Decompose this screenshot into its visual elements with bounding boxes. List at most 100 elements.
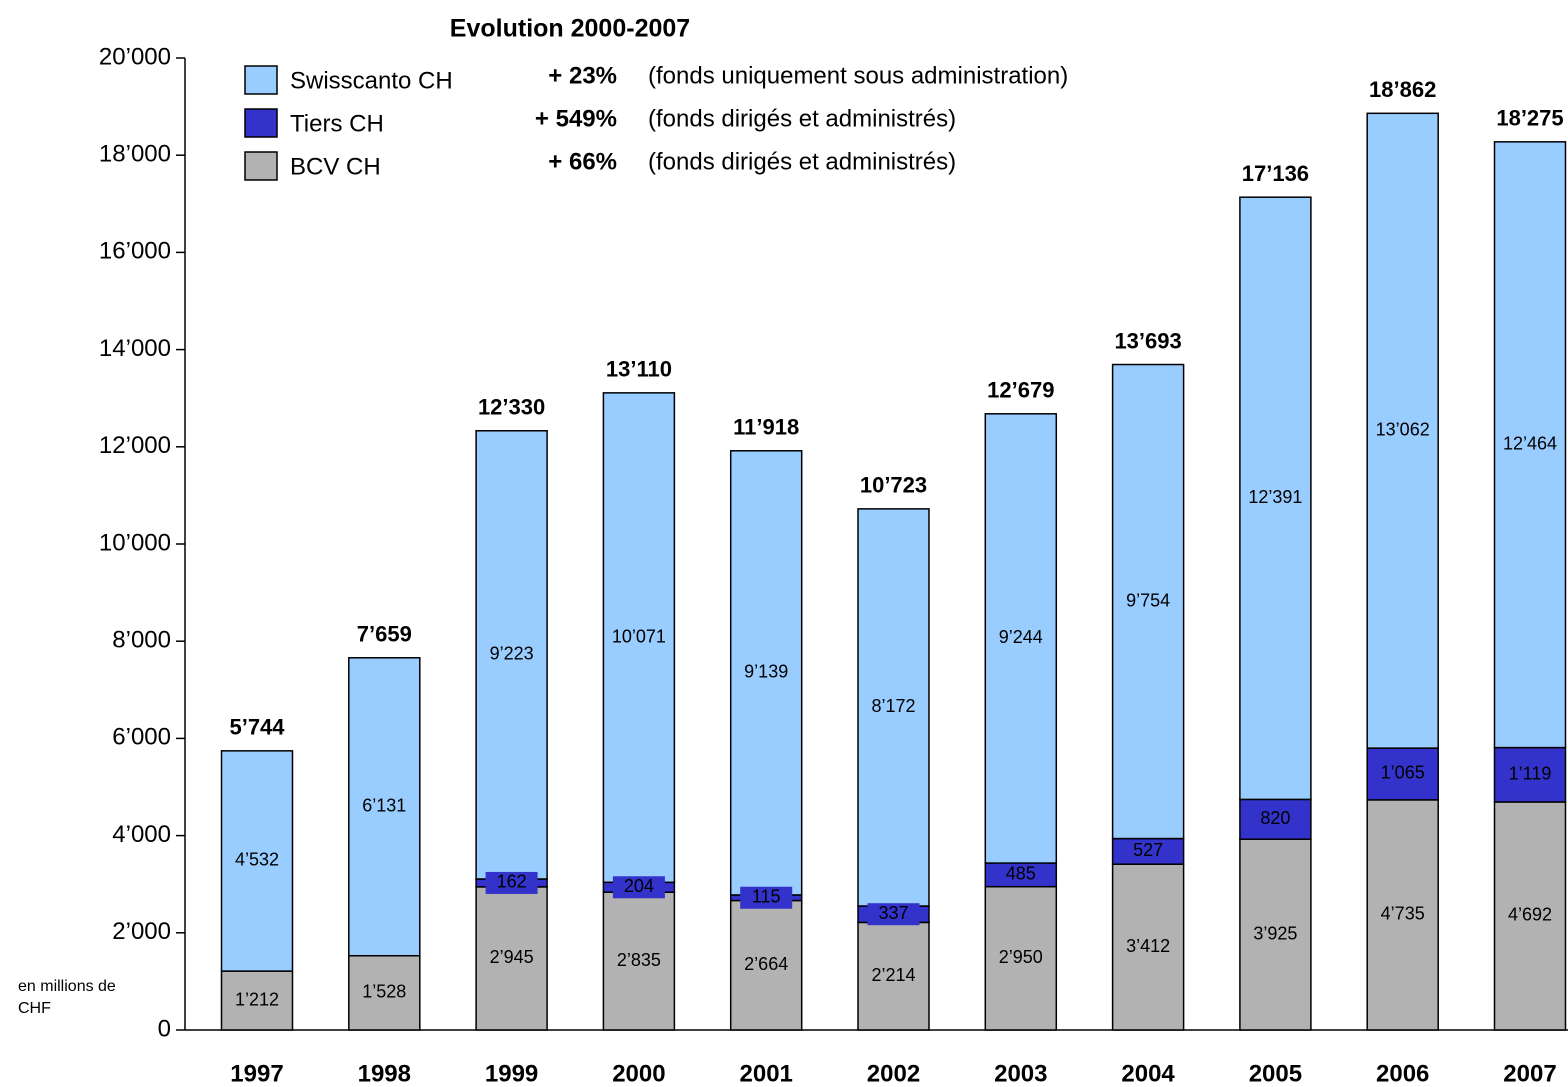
bar-segment xyxy=(857,508,930,907)
legend-note: (fonds dirigés et administrés) xyxy=(648,148,956,175)
value-label: 6’131 xyxy=(362,796,406,816)
value-label: 115 xyxy=(752,886,781,906)
x-tick-label: 1998 xyxy=(358,1060,411,1087)
bar-segment xyxy=(602,392,676,884)
value-label: 10’071 xyxy=(612,626,666,646)
total-label: 5’744 xyxy=(229,715,285,740)
y-tick-label: 2’000 xyxy=(112,918,171,945)
y-axis-label: en millions de CHF xyxy=(18,978,116,1017)
total-label: 12’679 xyxy=(987,378,1054,403)
bar-segment xyxy=(1366,112,1439,749)
value-label: 3’412 xyxy=(1126,936,1170,956)
x-tick-label: 2000 xyxy=(612,1060,665,1087)
bar-segment xyxy=(220,750,294,972)
label-box xyxy=(1122,840,1175,863)
y-tick-label: 16’000 xyxy=(99,238,171,265)
x-tick-label: 2006 xyxy=(1376,1060,1429,1087)
value-label: 485 xyxy=(1006,864,1036,884)
value-label: 2’214 xyxy=(871,965,915,985)
legend-note: (fonds uniquement sous administration) xyxy=(648,62,1068,89)
bar-segment xyxy=(475,430,548,880)
y-tick-label: 0 xyxy=(158,1015,171,1042)
label-box xyxy=(612,876,665,899)
value-label: 2’835 xyxy=(617,950,661,970)
total-label: 7’659 xyxy=(357,622,412,647)
legend-change: + 549% xyxy=(535,105,617,132)
value-label: 2’664 xyxy=(744,954,788,974)
label-box xyxy=(1504,763,1556,786)
legend-label: Swisscanto CH xyxy=(290,67,453,94)
value-label: 1’212 xyxy=(235,989,279,1009)
bar-segment xyxy=(220,970,294,1031)
total-label: 18’275 xyxy=(1496,106,1563,131)
y-tick-label: 4’000 xyxy=(112,821,171,848)
bar-segment xyxy=(729,899,803,1031)
label-box xyxy=(1376,762,1429,785)
y-tick-label: 6’000 xyxy=(112,724,171,751)
bar-segment xyxy=(475,886,548,1031)
x-tick-label: 1997 xyxy=(230,1060,283,1087)
label-box xyxy=(485,871,538,894)
total-label: 13’110 xyxy=(606,357,672,382)
y-tick-label: 14’000 xyxy=(99,335,171,362)
value-label: 337 xyxy=(878,903,908,923)
x-tick-label: 2007 xyxy=(1503,1060,1556,1087)
value-label: 1’065 xyxy=(1381,763,1425,783)
bar-segment xyxy=(1111,863,1185,1031)
value-label: 12’464 xyxy=(1503,433,1557,453)
value-label: 9’139 xyxy=(744,662,788,682)
value-label: 1’119 xyxy=(1509,764,1552,784)
value-label: 4’692 xyxy=(1508,905,1552,925)
bar-segment xyxy=(1239,838,1312,1031)
value-label: 9’223 xyxy=(490,644,534,664)
bar-segment xyxy=(348,657,421,957)
legend-change: + 23% xyxy=(548,62,617,89)
y-tick-label: 10’000 xyxy=(99,529,171,556)
label-box xyxy=(994,863,1047,886)
value-label: 820 xyxy=(1260,808,1290,828)
value-label: 9’244 xyxy=(999,627,1043,647)
label-box xyxy=(740,886,793,909)
value-label: 204 xyxy=(624,876,654,896)
total-label: 18’862 xyxy=(1369,77,1436,102)
legend-swatch xyxy=(244,65,278,95)
y-tick-label: 20’000 xyxy=(99,43,171,70)
total-label: 17’136 xyxy=(1242,161,1309,186)
y-tick-label: 8’000 xyxy=(112,627,171,654)
bar-segment xyxy=(602,891,676,1031)
legend-label: BCV CH xyxy=(290,153,381,180)
x-tick-label: 2004 xyxy=(1121,1060,1175,1087)
chart-title: Evolution 2000-2007 xyxy=(450,15,690,43)
value-label: 4’735 xyxy=(1381,904,1425,924)
value-label: 527 xyxy=(1133,840,1163,860)
legend-swatch xyxy=(244,108,278,138)
bar-segment xyxy=(348,954,421,1031)
bar-segment xyxy=(1111,363,1185,840)
bar-segment xyxy=(729,450,803,896)
y-tick-label: 12’000 xyxy=(99,432,171,459)
value-label: 4’532 xyxy=(235,850,279,870)
bar-segment xyxy=(1493,141,1567,749)
x-tick-label: 2005 xyxy=(1249,1060,1302,1087)
label-box xyxy=(1249,808,1302,831)
value-label: 3’925 xyxy=(1253,923,1297,943)
y-tick-label: 18’000 xyxy=(99,141,171,168)
x-tick-label: 1999 xyxy=(485,1060,538,1087)
value-label: 1’528 xyxy=(362,982,406,1002)
legend-change: + 66% xyxy=(548,148,617,175)
value-label: 8’172 xyxy=(871,696,915,716)
value-label: 162 xyxy=(497,872,527,892)
label-box xyxy=(867,903,920,926)
legend-swatch xyxy=(244,151,278,181)
x-tick-label: 2002 xyxy=(867,1060,920,1087)
legend-label: Tiers CH xyxy=(290,110,384,137)
value-label: 9’754 xyxy=(1126,590,1170,610)
total-label: 12’330 xyxy=(478,395,545,420)
value-label: 12’391 xyxy=(1248,487,1302,507)
total-label: 13’693 xyxy=(1114,328,1181,353)
value-label: 2’950 xyxy=(999,947,1043,967)
bar-segment xyxy=(984,413,1058,864)
bar-segment xyxy=(1366,799,1439,1031)
